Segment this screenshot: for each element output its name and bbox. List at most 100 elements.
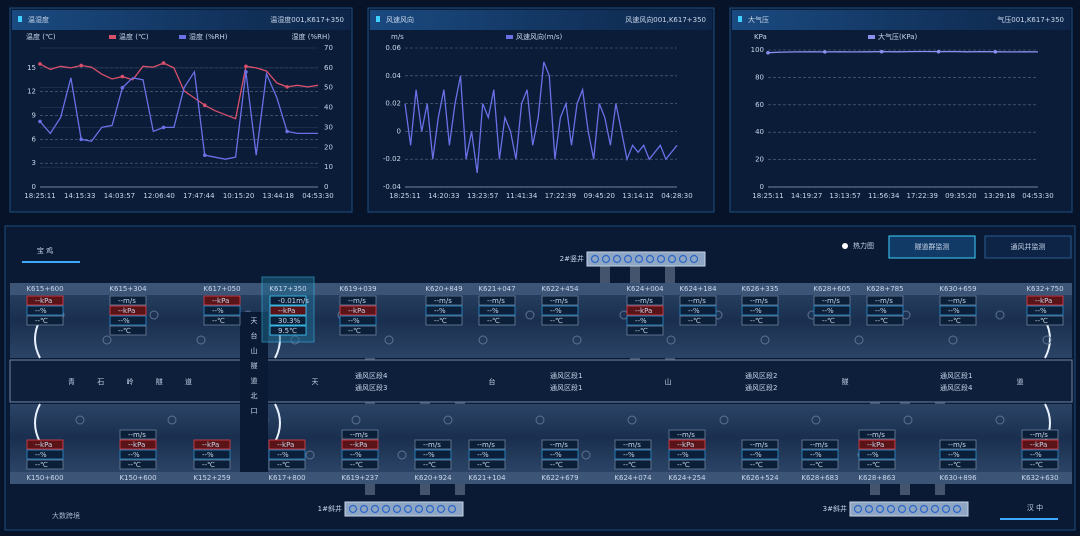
sensor-box bbox=[939, 459, 977, 470]
y2-tick-label: 20 bbox=[324, 143, 333, 151]
sensor-reading: --m/s bbox=[822, 297, 840, 305]
sensor-box bbox=[668, 439, 706, 450]
data-line bbox=[39, 69, 318, 160]
station-km[interactable]: K624+004 bbox=[626, 285, 664, 293]
sensor-reading: --% bbox=[750, 451, 762, 459]
station-km[interactable]: K617+800 bbox=[268, 474, 305, 482]
station-km[interactable]: K630+896 bbox=[939, 474, 977, 482]
sensor-reading: --m/s bbox=[750, 441, 768, 449]
legend-label: 大气压(KPa) bbox=[878, 32, 918, 41]
x-tick-label: 13:23:57 bbox=[467, 192, 498, 200]
sensor-reading: --kPa bbox=[35, 441, 52, 449]
sensor-reading: --% bbox=[635, 317, 647, 325]
station-km[interactable]: K617+050 bbox=[203, 285, 240, 293]
tube-bottom-strip bbox=[10, 472, 1072, 484]
x-tick-label: 10:15:20 bbox=[223, 192, 254, 200]
station-km[interactable]: K617+350 bbox=[269, 285, 306, 293]
sensor-reading: --% bbox=[348, 317, 360, 325]
zone-label: 通风区段1 bbox=[550, 383, 582, 392]
sensor-reading: --kPa bbox=[677, 441, 694, 449]
sensor-box bbox=[866, 305, 904, 316]
shaft-fan bbox=[447, 504, 457, 514]
sensor-box bbox=[614, 449, 652, 460]
x-tick-label: 13:29:18 bbox=[984, 192, 1015, 200]
sensor-reading: --% bbox=[35, 307, 47, 315]
station-km[interactable]: K620+849 bbox=[425, 285, 462, 293]
station-km[interactable]: K624+074 bbox=[614, 474, 652, 482]
x-tick-label: 14:19:27 bbox=[791, 192, 822, 200]
tunnel-main-char: 天 bbox=[312, 378, 319, 386]
station-km[interactable]: K622+679 bbox=[541, 474, 578, 482]
sensor-reading: --℃ bbox=[212, 317, 225, 325]
panel bbox=[9, 7, 353, 213]
sensor-box bbox=[109, 315, 147, 326]
tab[interactable] bbox=[984, 235, 1072, 259]
fan bbox=[443, 415, 453, 425]
y-tick-label: 15 bbox=[27, 64, 36, 72]
tunnel-main-char: 山 bbox=[665, 377, 672, 386]
station-km[interactable]: K624+184 bbox=[679, 285, 717, 293]
data-line bbox=[404, 61, 678, 174]
zone-label: 通风区段3 bbox=[355, 383, 387, 392]
sensor-reading: --m/s bbox=[810, 441, 828, 449]
zone-label: 通风区段4 bbox=[940, 383, 973, 392]
station-km[interactable]: K628+683 bbox=[801, 474, 838, 482]
shaft-fan bbox=[381, 504, 391, 514]
sensor-reading: --m/s bbox=[477, 441, 495, 449]
sensor-reading: --m/s bbox=[434, 297, 452, 305]
sensor-box bbox=[26, 459, 64, 470]
station-km[interactable]: K615+304 bbox=[109, 285, 147, 293]
header-icon bbox=[18, 16, 22, 22]
x-tick-label: 18:25:11 bbox=[24, 192, 55, 200]
heatmap-toggle[interactable]: 热力图 bbox=[853, 241, 874, 250]
station-km[interactable]: K621+047 bbox=[478, 285, 515, 293]
station-km[interactable]: K626+335 bbox=[741, 285, 778, 293]
station-km[interactable]: K630+659 bbox=[939, 285, 976, 293]
panel-title: 大气压 bbox=[748, 15, 769, 24]
y2-tick-label: 50 bbox=[324, 84, 333, 92]
station-km[interactable]: K632+750 bbox=[1026, 285, 1063, 293]
station-km[interactable]: K150+600 bbox=[119, 474, 156, 482]
sensor-box bbox=[939, 315, 977, 326]
station-km[interactable]: K621+104 bbox=[468, 474, 506, 482]
data-point bbox=[161, 125, 166, 130]
legend-swatch bbox=[506, 35, 513, 39]
shaft-fan bbox=[623, 254, 633, 264]
shaft-fan bbox=[897, 504, 907, 514]
station-km[interactable]: K626+524 bbox=[741, 474, 779, 482]
sensor-box bbox=[119, 459, 157, 470]
sensor-reading: --% bbox=[750, 307, 762, 315]
station-km[interactable]: K622+454 bbox=[541, 285, 579, 293]
fan bbox=[666, 335, 676, 345]
station-km[interactable]: K619+237 bbox=[341, 474, 378, 482]
tube-bottom bbox=[10, 404, 1072, 472]
sensor-reading: --m/s bbox=[128, 431, 146, 439]
sensor-box bbox=[801, 459, 839, 470]
station-km[interactable]: K628+605 bbox=[813, 285, 850, 293]
station-km[interactable]: K152+259 bbox=[193, 474, 230, 482]
sensor-reading: --m/s bbox=[750, 297, 768, 305]
station-km[interactable]: K150+600 bbox=[26, 474, 63, 482]
device-label: 气压001,K617+350 bbox=[997, 15, 1064, 24]
station-km[interactable]: K628+785 bbox=[866, 285, 903, 293]
y-tick-label: 0 bbox=[760, 183, 764, 191]
sensor-reading: --kPa bbox=[118, 307, 135, 315]
tab[interactable] bbox=[888, 235, 976, 259]
tab-label[interactable]: 隧道群监测 bbox=[915, 242, 950, 251]
portal-arc bbox=[274, 403, 281, 443]
tab-label[interactable]: 通风井监测 bbox=[1011, 242, 1046, 251]
sensor-box bbox=[193, 439, 231, 450]
station-km[interactable]: K620+924 bbox=[414, 474, 452, 482]
station-km[interactable]: K619+039 bbox=[339, 285, 376, 293]
station-km[interactable]: K615+600 bbox=[26, 285, 63, 293]
station-km[interactable]: K632+630 bbox=[1021, 474, 1058, 482]
station-km[interactable]: K628+863 bbox=[858, 474, 895, 482]
x-tick-label: 09:45:20 bbox=[584, 192, 615, 200]
sensor-reading: --% bbox=[822, 307, 834, 315]
sensor-reading: --kPa bbox=[635, 307, 652, 315]
sensor-reading: --kPa bbox=[348, 307, 365, 315]
city-left: 宝 鸡 bbox=[37, 246, 53, 255]
fan bbox=[627, 415, 637, 425]
station-km[interactable]: K624+254 bbox=[668, 474, 706, 482]
shaft-fan bbox=[930, 504, 940, 514]
